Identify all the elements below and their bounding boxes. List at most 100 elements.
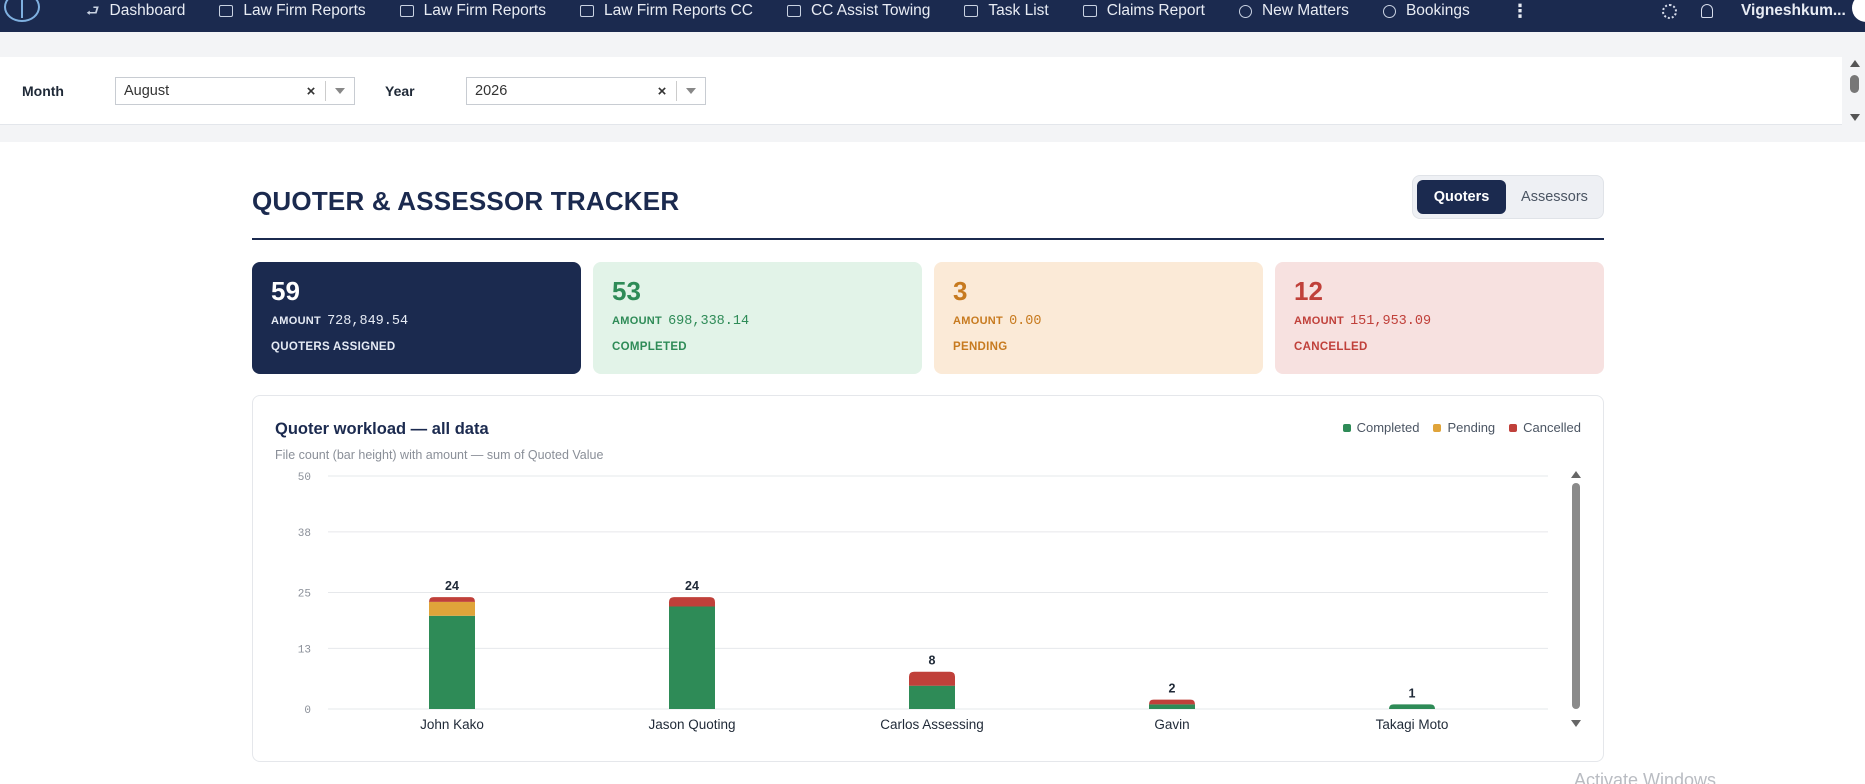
monitor-icon <box>219 5 234 17</box>
card-count: 12 <box>1294 276 1323 306</box>
nav-item-label: Task List <box>988 2 1049 19</box>
year-select[interactable]: 2026 × <box>466 77 706 105</box>
nav-item-label: Dashboard <box>109 2 186 19</box>
workload-chart-card: Quoter workload — all data File count (b… <box>252 395 1604 762</box>
summary-cards: 59 AMOUNT 728,849.54 QUOTERS ASSIGNED 53 … <box>252 262 1604 374</box>
legend-label: Cancelled <box>1523 420 1581 435</box>
legend-cancelled[interactable]: Cancelled <box>1509 420 1581 435</box>
card-amount: 151,953.09 <box>1350 314 1432 329</box>
month-clear-icon[interactable]: × <box>306 82 316 100</box>
year-dropdown-icon[interactable] <box>677 88 705 94</box>
bar-total-label: 24 <box>445 579 459 593</box>
x-tick-label: Takagi Moto <box>1376 717 1449 732</box>
nav-right-group: Vigneshkum... <box>1662 0 1846 22</box>
legend-swatch-pending <box>1433 423 1442 432</box>
bell-icon[interactable] <box>1701 4 1713 18</box>
page-title: QUOTER & ASSESSOR TRACKER <box>252 186 680 216</box>
clipboard-icon <box>964 5 979 17</box>
nav-item-law-firm-reports[interactable]: Law Firm Reports <box>219 2 366 20</box>
avatar[interactable] <box>1852 0 1865 22</box>
legend-label: Pending <box>1447 420 1496 435</box>
x-tick-label: Jason Quoting <box>648 717 735 732</box>
y-tick-label: 38 <box>298 528 311 540</box>
card-caption: COMPLETED <box>612 341 687 353</box>
card-caption: CANCELLED <box>1294 341 1368 353</box>
nav-item-dashboard[interactable]: ⮐ Dashboard <box>86 2 185 20</box>
nav-item-label: Law Firm Reports CC <box>603 2 753 19</box>
main-panel: QUOTER & ASSESSOR TRACKER Quoters Assess… <box>0 142 1865 784</box>
legend-completed[interactable]: Completed <box>1342 420 1420 435</box>
nav-item-bookings[interactable]: Bookings <box>1382 2 1470 20</box>
scroll-down-icon[interactable] <box>1571 720 1581 727</box>
gear-icon[interactable] <box>1662 3 1677 19</box>
month-label: Month <box>22 83 64 99</box>
select-divider <box>325 81 326 101</box>
card-completed[interactable]: 53 AMOUNT 698,338.14 COMPLETED <box>593 262 922 374</box>
nav-item-label: Law Firm Reports <box>423 2 546 19</box>
x-tick-label: Gavin <box>1154 717 1189 732</box>
card-amount-label: AMOUNT <box>953 315 1004 327</box>
bar-segment-cancelled <box>909 671 955 686</box>
tag-icon <box>1382 4 1396 18</box>
legend-swatch-cancelled <box>1509 423 1518 432</box>
toggle-assessors[interactable]: Assessors <box>1521 189 1588 205</box>
nav-item-cc-assist-towing[interactable]: CC Assist Towing <box>786 2 930 20</box>
select-divider <box>676 81 677 101</box>
legend-label: Completed <box>1356 420 1420 435</box>
nav-item-label: Law Firm Reports <box>243 2 366 19</box>
month-select-value: August <box>124 83 170 99</box>
bar-total-label: 8 <box>929 654 936 668</box>
nav-item-label: Bookings <box>1405 2 1470 19</box>
x-tick-label: Carlos Assessing <box>880 717 984 732</box>
month-select[interactable]: August × <box>115 77 355 105</box>
card-caption: QUOTERS ASSIGNED <box>271 341 396 353</box>
month-dropdown-icon[interactable] <box>326 88 354 94</box>
nav-menu: ⮐ Dashboard Law Firm Reports Law Firm Rep… <box>86 0 1504 22</box>
card-pending[interactable]: 3 AMOUNT 0.00 PENDING <box>934 262 1263 374</box>
card-quoters-assigned[interactable]: 59 AMOUNT 728,849.54 QUOTERS ASSIGNED <box>252 262 581 374</box>
bar-segment-cancelled <box>1149 699 1195 705</box>
scroll-thumb[interactable] <box>1850 75 1859 93</box>
bar-segment-cancelled <box>429 597 475 602</box>
chart-subtitle: File count (bar height) with amount — su… <box>275 448 604 462</box>
nav-item-new-matters[interactable]: New Matters <box>1238 2 1349 20</box>
top-nav-bar: ⮐ Dashboard Law Firm Reports Law Firm Rep… <box>0 0 1865 32</box>
activation-watermark: Activate Windows <box>1574 770 1717 784</box>
card-amount-label: AMOUNT <box>1294 315 1345 327</box>
scroll-thumb[interactable] <box>1572 483 1580 709</box>
workload-chart: 0 13 25 38 50 24 John Kako 24 Jason Quoting 8 Carl… <box>298 472 1548 732</box>
nav-item-label: Claims Report <box>1106 2 1205 19</box>
year-clear-icon[interactable]: × <box>657 82 667 100</box>
nav-item-claims-report[interactable]: Claims Report <box>1082 2 1205 20</box>
scroll-down-icon[interactable] <box>1850 114 1860 121</box>
card-amount: 0.00 <box>1009 314 1042 329</box>
toggle-quoters[interactable]: Quoters <box>1417 180 1506 214</box>
bar-segment-completed <box>669 606 715 709</box>
chart-scrollbar[interactable] <box>1569 471 1583 729</box>
bar-segment-completed <box>429 615 475 709</box>
year-select-value: 2026 <box>475 83 508 99</box>
nav-item-task-list[interactable]: Task List <box>964 2 1049 20</box>
bar-segment-pending <box>429 601 475 616</box>
card-amount-label: AMOUNT <box>612 315 663 327</box>
user-name[interactable]: Vigneshkum... <box>1741 2 1846 19</box>
app-logo-icon[interactable] <box>4 0 40 22</box>
legend-pending[interactable]: Pending <box>1433 420 1495 435</box>
y-tick-label: 0 <box>304 705 311 717</box>
card-cancelled[interactable]: 12 AMOUNT 151,953.09 CANCELLED <box>1275 262 1604 374</box>
filter-scrollbar[interactable] <box>1848 60 1862 122</box>
filter-bar: Month August × Year 2026 × <box>0 57 1842 125</box>
nav-item-law-firm-reports-2[interactable]: Law Firm Reports <box>399 2 546 20</box>
monitor-icon <box>579 5 594 17</box>
chart-legend: Completed Pending Cancelled <box>1342 420 1581 435</box>
bar-segment-completed <box>1389 704 1435 709</box>
nav-item-label: New Matters <box>1261 2 1349 19</box>
title-divider <box>252 238 1604 240</box>
more-menu-icon[interactable]: ⋮ <box>1511 0 1529 21</box>
nav-item-law-firm-reports-cc[interactable]: Law Firm Reports CC <box>579 2 753 20</box>
scroll-up-icon[interactable] <box>1571 471 1581 478</box>
scroll-up-icon[interactable] <box>1850 60 1860 67</box>
monitor-icon <box>399 5 414 17</box>
bar-segment-completed <box>1149 704 1195 709</box>
x-tick-label: John Kako <box>420 717 484 732</box>
